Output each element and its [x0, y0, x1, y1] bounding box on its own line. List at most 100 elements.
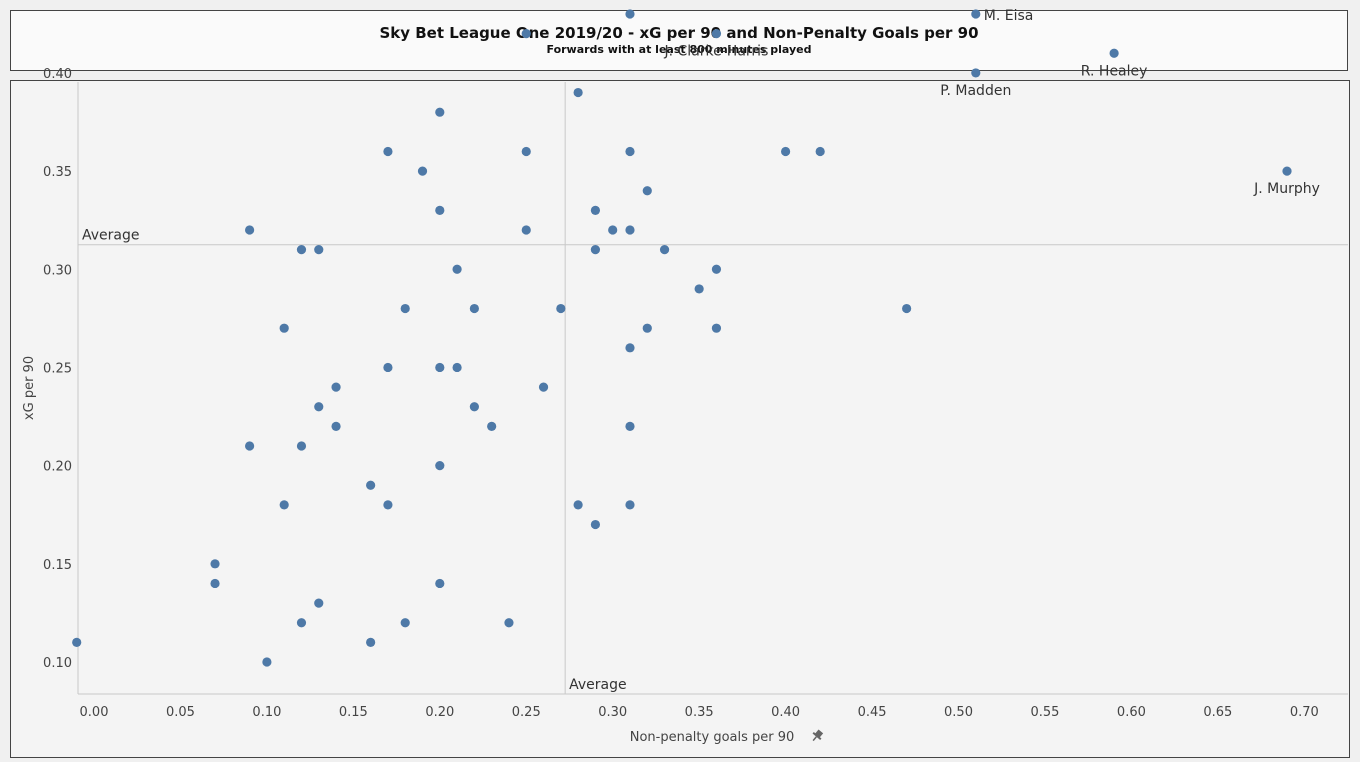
data-point[interactable]: [245, 441, 255, 451]
y-tick-label: 0.15: [43, 558, 72, 573]
data-point[interactable]: [642, 186, 652, 196]
data-point[interactable]: [590, 245, 601, 255]
data-point[interactable]: [590, 205, 601, 215]
data-point[interactable]: [210, 578, 220, 589]
data-point[interactable]: [538, 382, 549, 392]
data-point[interactable]: [902, 303, 912, 314]
data-point[interactable]: [331, 421, 341, 431]
data-point[interactable]: [210, 559, 220, 569]
data-point[interactable]: [435, 578, 445, 589]
data-point[interactable]: [383, 362, 393, 373]
point-label: J. Murphy: [1253, 181, 1320, 197]
data-point[interactable]: [452, 264, 462, 274]
point-label: P. Madden: [940, 83, 1011, 99]
data-point[interactable]: [625, 146, 635, 157]
y-tick-label: 0.30: [43, 263, 72, 278]
x-tick-label: 0.15: [339, 705, 368, 720]
data-point[interactable]: [642, 323, 652, 333]
data-point[interactable]: [711, 29, 722, 39]
data-point[interactable]: [296, 245, 307, 255]
data-point[interactable]: [400, 303, 410, 314]
x-tick-label: 0.55: [1030, 705, 1059, 720]
y-tick-label: 0.20: [43, 460, 72, 475]
x-tick-label: 0.35: [685, 705, 714, 720]
data-point[interactable]: [521, 29, 531, 39]
point-label: J. Clarke-Harris: [664, 44, 769, 60]
data-point[interactable]: [435, 107, 445, 117]
data-point[interactable]: [383, 146, 393, 157]
y-tick-label: 0.40: [43, 67, 72, 82]
data-point[interactable]: [556, 303, 566, 314]
x-tick-label: 0.70: [1290, 705, 1319, 720]
data-point[interactable]: [694, 284, 704, 294]
point-label: R. Healey: [1081, 63, 1148, 79]
average-lines: Average Average: [78, 82, 1348, 694]
chart-title: Sky Bet League One 2019/20 - xG per 90 a…: [379, 24, 979, 42]
y-axis-ticks: 0.100.150.200.250.300.350.400.450.500.55…: [43, 67, 72, 671]
data-point[interactable]: [573, 500, 583, 510]
data-point[interactable]: [296, 618, 307, 628]
data-point[interactable]: [452, 362, 462, 373]
plot-area: [78, 82, 1348, 694]
data-point[interactable]: [1109, 48, 1119, 58]
data-point[interactable]: [314, 245, 324, 255]
y-axis-title: xG per 90: [22, 356, 37, 420]
data-point[interactable]: [1282, 166, 1292, 176]
x-tick-label: 0.25: [512, 705, 541, 720]
data-point[interactable]: [781, 146, 791, 157]
data-point[interactable]: [383, 500, 393, 510]
data-point[interactable]: [296, 441, 307, 451]
data-point[interactable]: [625, 225, 635, 235]
data-point[interactable]: [279, 323, 289, 333]
data-points: [72, 9, 1292, 667]
data-point[interactable]: [815, 146, 825, 157]
x-tick-label: 0.65: [1203, 705, 1232, 720]
data-point[interactable]: [435, 205, 445, 215]
data-point[interactable]: [435, 461, 445, 471]
y-tick-label: 0.10: [43, 656, 72, 671]
data-point[interactable]: [417, 166, 428, 176]
data-point[interactable]: [487, 421, 497, 431]
data-point[interactable]: [366, 637, 376, 647]
data-point[interactable]: [625, 343, 635, 353]
y-tick-label: 0.25: [43, 361, 72, 376]
data-point[interactable]: [331, 382, 341, 392]
y-tick-label: 0.35: [43, 165, 72, 180]
data-point[interactable]: [245, 225, 255, 235]
x-tick-label: 0.10: [252, 705, 281, 720]
x-tick-label: 0.45: [858, 705, 887, 720]
x-tick-label: 0.05: [166, 705, 195, 720]
point-labels: F. LadapoJ. NorwoodI. ToneyO. ZanzalaM. …: [664, 0, 1320, 197]
data-point[interactable]: [400, 618, 410, 628]
data-point[interactable]: [469, 303, 479, 314]
data-point[interactable]: [504, 618, 514, 628]
data-point[interactable]: [279, 500, 289, 510]
data-point[interactable]: [366, 480, 376, 490]
data-point[interactable]: [521, 146, 531, 157]
x-axis-title: Non-penalty goals per 90: [630, 730, 795, 745]
data-point[interactable]: [711, 264, 722, 274]
data-point[interactable]: [625, 421, 635, 431]
pin-icon[interactable]: [809, 728, 824, 744]
data-point[interactable]: [625, 9, 635, 19]
data-point[interactable]: [435, 362, 445, 373]
x-tick-label: 0.00: [80, 705, 109, 720]
data-point[interactable]: [314, 402, 324, 412]
average-label-x: Average: [569, 677, 627, 693]
data-point[interactable]: [314, 598, 324, 608]
data-point[interactable]: [262, 657, 272, 667]
data-point[interactable]: [625, 500, 635, 510]
x-tick-label: 0.60: [1117, 705, 1146, 720]
x-tick-label: 0.30: [598, 705, 627, 720]
data-point[interactable]: [469, 402, 479, 412]
data-point[interactable]: [711, 323, 722, 333]
data-point[interactable]: [573, 87, 583, 98]
data-point[interactable]: [971, 68, 981, 78]
data-point[interactable]: [971, 9, 981, 19]
data-point[interactable]: [72, 637, 82, 647]
data-point[interactable]: [590, 519, 601, 530]
data-point[interactable]: [659, 245, 670, 255]
x-tick-label: 0.40: [771, 705, 800, 720]
data-point[interactable]: [608, 225, 618, 235]
data-point[interactable]: [521, 225, 531, 235]
